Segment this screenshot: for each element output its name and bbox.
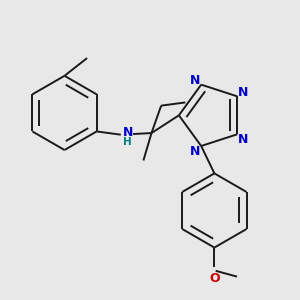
Text: N: N <box>238 133 248 146</box>
Text: N: N <box>190 145 201 158</box>
Text: N: N <box>122 126 133 139</box>
Text: O: O <box>209 272 220 285</box>
Text: N: N <box>190 74 201 87</box>
Text: H: H <box>123 137 132 147</box>
Text: N: N <box>238 86 248 99</box>
